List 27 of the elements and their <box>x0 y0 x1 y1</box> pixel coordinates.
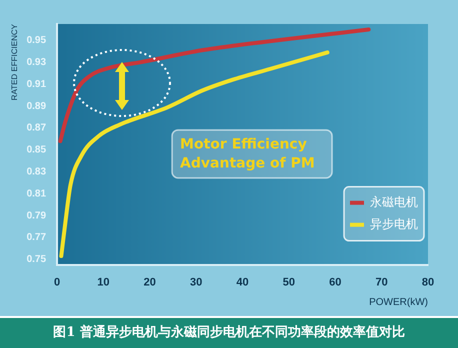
x-tick-label: 80 <box>422 276 434 288</box>
x-tick-label: 10 <box>97 276 110 288</box>
y-tick-label: 0.85 <box>26 144 46 156</box>
line-series <box>59 50 330 258</box>
x-tick-label: 0 <box>54 276 60 288</box>
annotation: Motor Efficiency Advantage of PM <box>180 136 315 172</box>
y-tick-label: 0.95 <box>26 35 46 46</box>
x-tick-label: 60 <box>329 276 342 288</box>
text: 图1 普通异步电机与永磁同步电机在不同功率段的效率值对比 <box>0 318 458 348</box>
x-tick-label: 40 <box>236 276 249 288</box>
x-tick-label: 20 <box>144 276 156 288</box>
y-tick-label: 0.79 <box>26 210 46 222</box>
y-axis-title: RATED EFFICIENCY <box>10 23 20 100</box>
y-tick-label: 0.93 <box>26 57 46 68</box>
x-tick-label: 50 <box>282 276 296 288</box>
y-tick-label: 0.87 <box>26 122 46 134</box>
x-tick-label: 70 <box>376 276 388 288</box>
y-tick-label: 0.83 <box>26 166 46 178</box>
y-tick-label: 0.81 <box>26 188 46 200</box>
legend-label: 永磁电机 <box>370 194 418 209</box>
y-tick-label: 0.91 <box>26 78 46 90</box>
y-tick-label: 0.75 <box>26 254 46 266</box>
y-tick-label: 0.89 <box>26 100 46 112</box>
x-tick-label: 30 <box>190 276 202 288</box>
x-axis-title: POWER(kW) <box>369 296 428 308</box>
legend-label: 异步电机 <box>370 216 418 231</box>
y-tick-label: 0.77 <box>26 232 46 244</box>
